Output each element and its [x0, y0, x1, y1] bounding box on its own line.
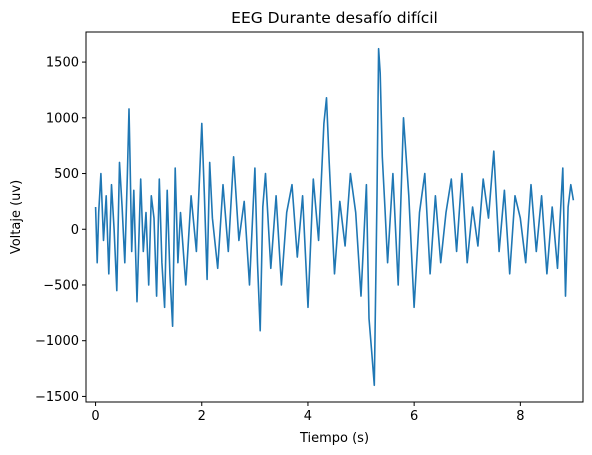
y-axis-label: Voltaje (uv) [9, 180, 24, 254]
x-tick-label: 8 [516, 409, 524, 424]
y-tick-label: −500 [43, 278, 79, 293]
x-axis-ticks: 0 2 4 6 8 [91, 402, 524, 424]
x-tick-label: 4 [304, 409, 312, 424]
y-tick-label: 1500 [46, 56, 79, 71]
y-tick-label: −1000 [35, 334, 79, 349]
y-tick-label: −1500 [35, 390, 79, 405]
y-tick-label: 500 [54, 167, 79, 182]
y-tick-label: 1000 [46, 111, 79, 126]
x-tick-label: 2 [198, 409, 206, 424]
y-tick-label: 0 [71, 223, 79, 238]
x-tick-label: 0 [91, 409, 99, 424]
y-axis-ticks: −1500 −1000 −500 0 500 1000 1500 [35, 56, 86, 405]
x-axis-label: Tiempo (s) [299, 431, 369, 446]
x-tick-label: 6 [410, 409, 418, 424]
chart-title: EEG Durante desafío difícil [231, 9, 438, 27]
